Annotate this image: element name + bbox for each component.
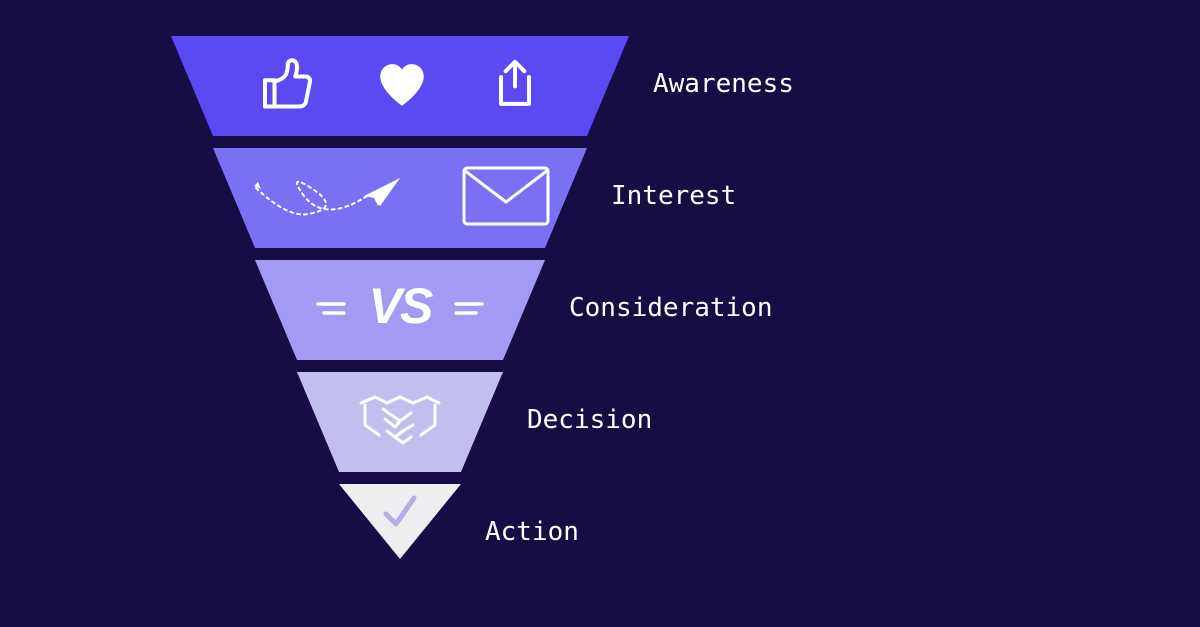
stage-label-interest: Interest xyxy=(611,181,736,211)
stage-label-decision: Decision xyxy=(527,405,652,435)
funnel-diagram: VS Awareness Interest Consideration Decisio… xyxy=(0,0,1200,627)
stage-label-awareness: Awareness xyxy=(653,69,794,99)
stage-label-action: Action xyxy=(485,517,579,547)
funnel-stage-action xyxy=(339,484,461,559)
funnel-stage-decision xyxy=(297,372,503,472)
stage-label-consideration: Consideration xyxy=(569,293,773,323)
funnel-stage-awareness xyxy=(171,36,629,136)
funnel-stage-consideration: VS xyxy=(255,260,545,360)
funnel-stage-interest xyxy=(213,148,587,248)
